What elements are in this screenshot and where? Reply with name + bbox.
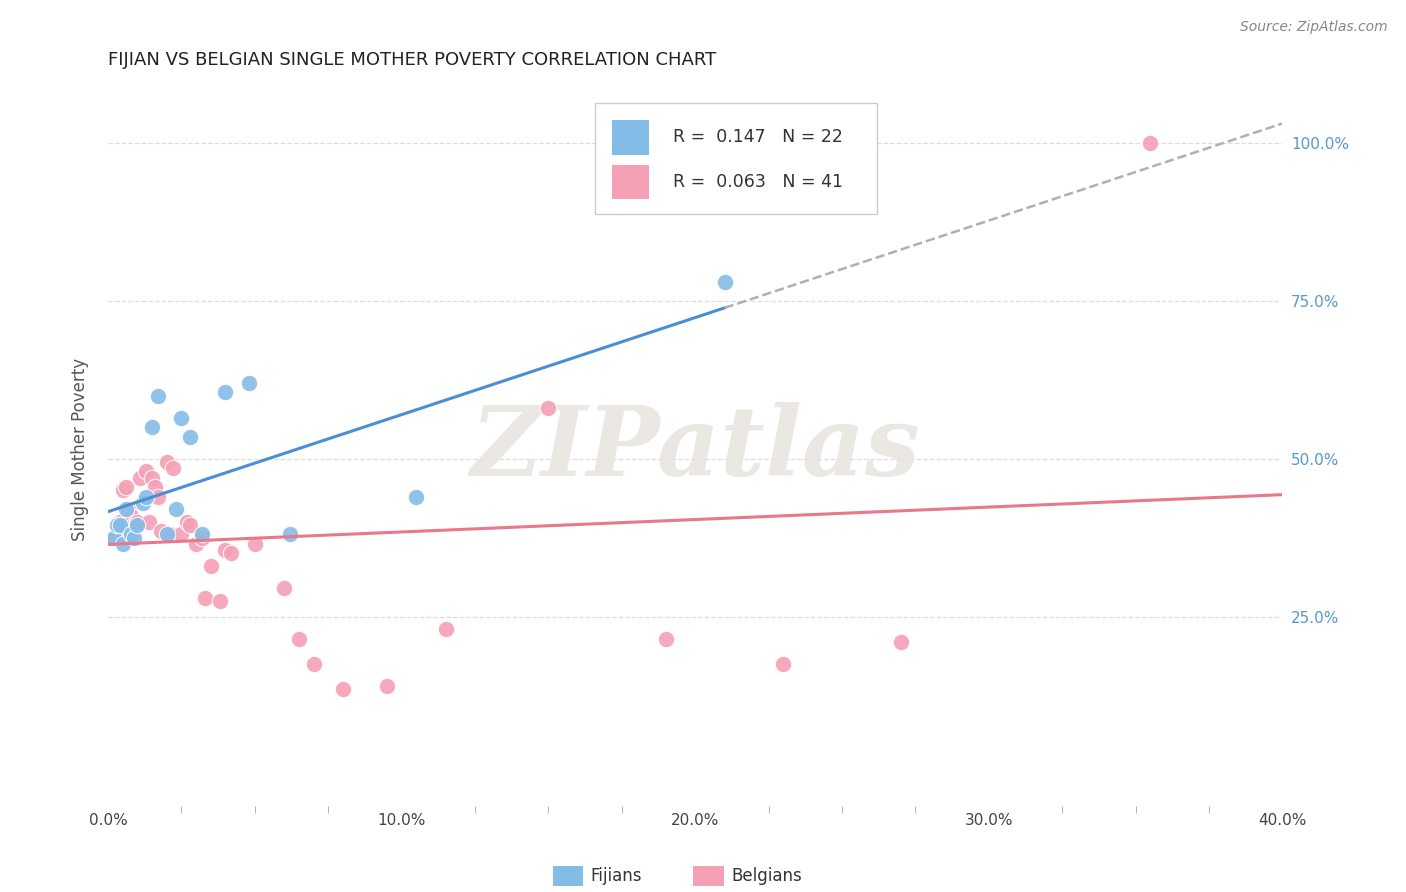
Point bbox=[111, 483, 134, 498]
Point bbox=[191, 527, 214, 541]
Point bbox=[114, 502, 136, 516]
Point bbox=[103, 531, 125, 545]
Point bbox=[143, 480, 166, 494]
Text: R =  0.147   N = 22: R = 0.147 N = 22 bbox=[673, 128, 842, 146]
Text: ZIPatlas: ZIPatlas bbox=[471, 402, 920, 496]
Point bbox=[200, 559, 222, 574]
Y-axis label: Single Mother Poverty: Single Mother Poverty bbox=[72, 358, 89, 541]
Point bbox=[132, 496, 155, 510]
Point bbox=[278, 527, 301, 541]
Point bbox=[434, 622, 457, 636]
Point bbox=[127, 518, 149, 533]
Point bbox=[214, 385, 236, 400]
Point bbox=[156, 527, 179, 541]
Point bbox=[135, 490, 157, 504]
Text: Fijians: Fijians bbox=[591, 867, 643, 885]
Bar bbox=[612, 164, 650, 199]
Point bbox=[273, 581, 295, 595]
Point bbox=[375, 679, 398, 693]
Point bbox=[405, 490, 427, 504]
Point bbox=[146, 490, 169, 504]
Point bbox=[121, 508, 143, 523]
Point bbox=[121, 527, 143, 541]
Point bbox=[194, 591, 217, 605]
Text: FIJIAN VS BELGIAN SINGLE MOTHER POVERTY CORRELATION CHART: FIJIAN VS BELGIAN SINGLE MOTHER POVERTY … bbox=[108, 51, 716, 69]
Point bbox=[184, 537, 207, 551]
Point bbox=[108, 518, 131, 533]
Point bbox=[129, 470, 152, 484]
Point bbox=[288, 632, 311, 646]
Text: R =  0.063   N = 41: R = 0.063 N = 41 bbox=[673, 173, 844, 191]
Point bbox=[332, 682, 354, 697]
Point bbox=[179, 518, 201, 533]
Point bbox=[1139, 136, 1161, 150]
Text: Belgians: Belgians bbox=[731, 867, 801, 885]
Point bbox=[221, 546, 243, 560]
Point bbox=[124, 518, 146, 533]
Point bbox=[713, 275, 735, 289]
Point bbox=[135, 464, 157, 478]
Point bbox=[176, 515, 198, 529]
Point bbox=[179, 429, 201, 443]
Point bbox=[111, 527, 134, 541]
Text: Source: ZipAtlas.com: Source: ZipAtlas.com bbox=[1240, 20, 1388, 34]
Point bbox=[114, 480, 136, 494]
Point bbox=[111, 537, 134, 551]
Point bbox=[772, 657, 794, 671]
Point bbox=[108, 515, 131, 529]
Point bbox=[156, 455, 179, 469]
Point bbox=[103, 531, 125, 545]
Point bbox=[191, 531, 214, 545]
Point bbox=[537, 401, 560, 416]
Point bbox=[149, 524, 172, 539]
Point bbox=[159, 527, 181, 541]
Point bbox=[655, 632, 678, 646]
Point bbox=[243, 537, 266, 551]
Point bbox=[214, 543, 236, 558]
Point bbox=[170, 527, 193, 541]
Point bbox=[208, 594, 231, 608]
Point bbox=[117, 502, 139, 516]
Bar bbox=[612, 120, 650, 154]
Point bbox=[170, 410, 193, 425]
Point bbox=[890, 635, 912, 649]
Point bbox=[162, 461, 184, 475]
Point bbox=[138, 515, 160, 529]
Point bbox=[105, 518, 128, 533]
Point bbox=[165, 502, 187, 516]
Point bbox=[238, 376, 260, 390]
Point bbox=[141, 420, 163, 434]
Point bbox=[302, 657, 325, 671]
FancyBboxPatch shape bbox=[595, 103, 877, 214]
Point bbox=[146, 388, 169, 402]
Point bbox=[127, 515, 149, 529]
Point bbox=[124, 531, 146, 545]
Point bbox=[141, 470, 163, 484]
